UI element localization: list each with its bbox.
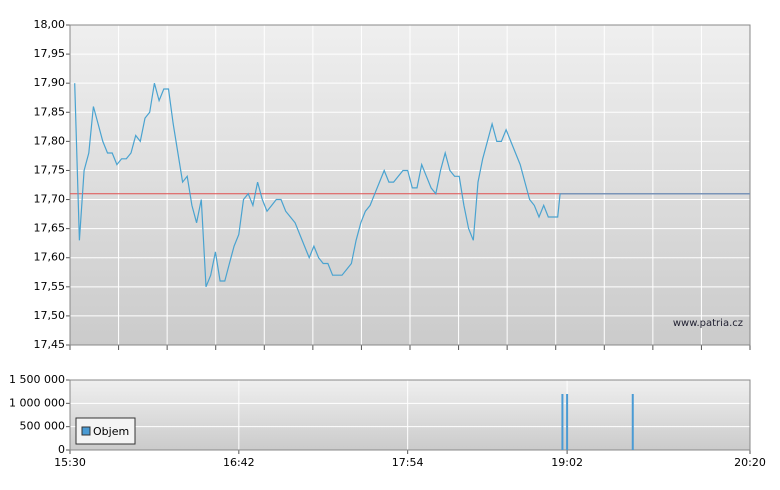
volume-bar [561, 394, 564, 450]
y-tick-label: 17,50 [34, 309, 66, 322]
y-tick-label: 18,00 [34, 18, 66, 31]
y-tick-label: 17,60 [34, 251, 66, 264]
price-line [74, 83, 561, 288]
y-tick-label: 17,90 [34, 76, 66, 89]
y-tick-label: 17,55 [34, 280, 66, 293]
y-tick-label: 17,45 [34, 338, 66, 351]
volume-plot-area [70, 380, 750, 450]
y-tick-label: 17,75 [34, 163, 66, 176]
y-tick-label: 17,85 [34, 105, 66, 118]
y-tick-label: 17,95 [34, 47, 66, 60]
y-tick-label: 0 [58, 443, 65, 456]
y-tick-label: 500 000 [20, 420, 66, 433]
x-tick-label: 20:20 [734, 456, 766, 469]
x-tick-label: 15:30 [54, 456, 86, 469]
x-tick-label: 16:42 [223, 456, 255, 469]
plot-frame [69, 379, 751, 451]
plot-frame [69, 24, 751, 346]
x-tick-label: 19:02 [551, 456, 583, 469]
x-tick-label: 17:54 [392, 456, 424, 469]
volume-bar [631, 394, 634, 450]
watermark: www.patria.cz [673, 318, 743, 329]
legend-swatch [81, 426, 91, 436]
y-tick-label: 1 000 000 [9, 396, 65, 409]
y-tick-label: 17,65 [34, 222, 66, 235]
y-tick-label: 17,80 [34, 134, 66, 147]
y-tick-label: 17,70 [34, 193, 66, 206]
y-tick-label: 1 500 000 [9, 373, 65, 386]
volume-bar [566, 394, 569, 450]
legend-label: Objem [93, 425, 129, 438]
